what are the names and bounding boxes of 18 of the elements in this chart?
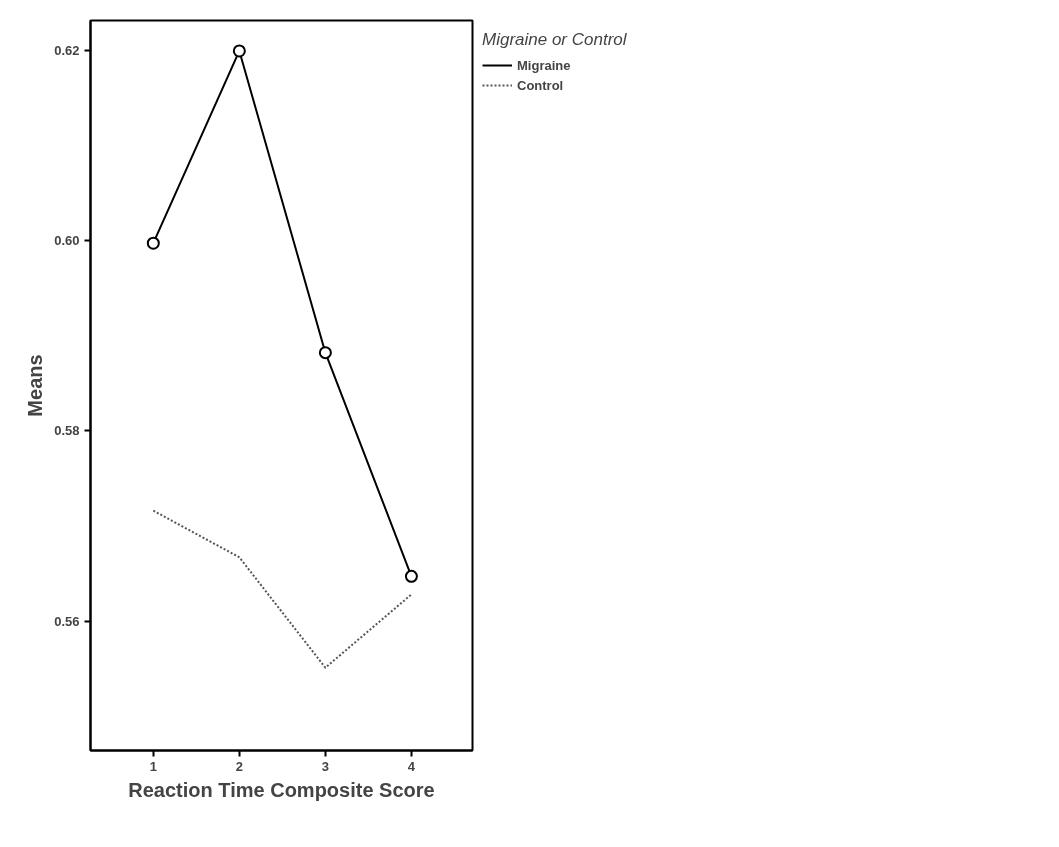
point [146,236,160,250]
point [404,569,418,583]
line-series [152,509,413,669]
x-tick-label: 2 [235,758,243,774]
y-axis-title: Means [24,354,47,417]
x-tick-label: 1 [149,758,157,774]
legend-label: Control [517,77,564,93]
y-tick-label: 0.60 [54,232,80,248]
legend-title: Migraine or Control [482,30,627,50]
x-axis-title: Reaction Time Composite Score [128,778,435,801]
x-tick-label: 3 [321,758,329,774]
point [232,44,246,58]
legend-label: Migraine [517,57,571,73]
point [318,346,332,360]
y-tick-label: 0.62 [54,42,80,58]
y-tick-label: 0.56 [54,613,80,629]
x-tick-label: 4 [407,758,416,774]
y-tick-label: 0.58 [54,423,80,439]
